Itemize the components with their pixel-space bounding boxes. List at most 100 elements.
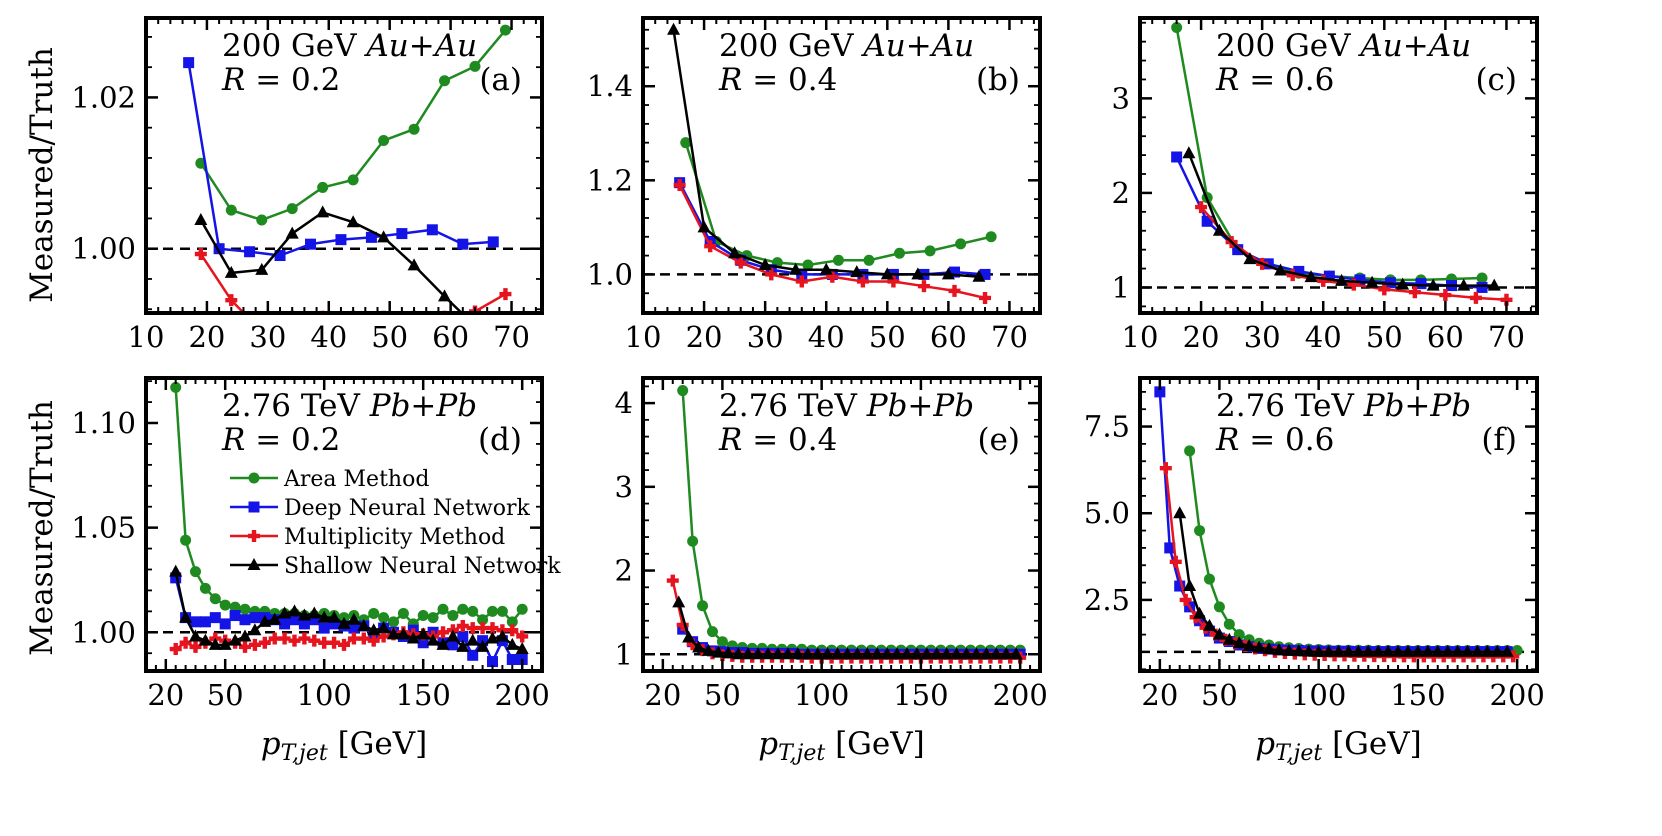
data-point (307, 606, 321, 619)
data-point (917, 280, 930, 293)
data-point (1262, 642, 1276, 655)
series-snn (194, 205, 481, 331)
panel-a: 10 20 30 40 50 60 70 1.00 1.02 200 GeV Au+AuR = 0… (71, 16, 544, 354)
data-point (396, 228, 408, 240)
data-point (1480, 644, 1494, 657)
series-area (1184, 445, 1523, 657)
y-tick-label: 2.5 (1084, 583, 1130, 617)
series-snn (667, 22, 986, 282)
y-tick-label: 1.05 (71, 511, 136, 545)
data-point (802, 259, 814, 271)
data-point (335, 234, 347, 246)
data-point (999, 647, 1013, 660)
x-tick-label: 150 (396, 678, 451, 712)
data-point (751, 647, 765, 660)
data-point (791, 647, 805, 660)
data-point (831, 647, 845, 660)
data-point (199, 616, 211, 628)
data-point (477, 614, 489, 626)
plot-area (1171, 21, 1513, 306)
data-point (789, 262, 803, 275)
data-point (298, 618, 310, 630)
data-point (1322, 644, 1336, 657)
x-tick-label: 50 (371, 320, 408, 354)
y-tick-label: 1.00 (71, 232, 136, 266)
data-point (388, 616, 399, 628)
data-point (1201, 215, 1213, 227)
data-point (229, 601, 241, 613)
data-point (506, 653, 518, 665)
data-point (476, 639, 490, 652)
data-point (179, 610, 193, 623)
data-point (960, 647, 974, 660)
data-point (1411, 644, 1425, 657)
data-point (1009, 647, 1023, 660)
data-point (1173, 506, 1187, 519)
data-point (969, 647, 983, 660)
data-point (880, 267, 894, 280)
data-point (487, 236, 499, 248)
data-point (468, 319, 481, 331)
data-point (239, 614, 251, 626)
x-tick-label: 40 (1305, 320, 1342, 354)
x-tick-label: 20 (147, 678, 184, 712)
data-point (367, 634, 380, 647)
data-point (256, 214, 268, 226)
panel-d: 20 50 100 150 200 1.00 1.05 1.10 2.76 TeV Pb+PbR… (71, 376, 550, 766)
data-point (687, 535, 699, 547)
panel-radius-label: R = 0.4 (718, 62, 837, 98)
data-point (476, 622, 489, 635)
data-point (1212, 223, 1226, 236)
x-tick-label: 200 (1489, 678, 1544, 712)
data-point (728, 246, 742, 259)
x-tick-label: 30 (249, 320, 286, 354)
data-point (228, 633, 242, 646)
y-tick-label: 1.10 (71, 406, 136, 440)
data-point (365, 231, 377, 243)
data-point (1232, 636, 1246, 649)
x-tick-label: 40 (310, 320, 347, 354)
data-point (1184, 445, 1196, 457)
data-point (327, 610, 341, 623)
data-point (1243, 252, 1257, 265)
series-snn (1173, 506, 1514, 657)
data-point (1183, 579, 1197, 592)
data-point (328, 636, 341, 649)
data-point (856, 275, 869, 288)
x-tick-label: 20 (644, 678, 681, 712)
x-axis-label: pT,jet [GeV] (261, 726, 428, 766)
x-tick-label: 10 (128, 320, 165, 354)
y-tick-label: 1.4 (587, 69, 633, 103)
data-point (1391, 644, 1405, 657)
x-tick-label: 100 (1291, 678, 1346, 712)
data-point (286, 203, 298, 215)
data-point (446, 629, 460, 642)
data-point (437, 626, 449, 639)
data-point (1229, 637, 1242, 650)
y-tick-label: 7.5 (1084, 410, 1130, 444)
data-point (338, 638, 350, 651)
data-point (426, 633, 440, 646)
data-point (1408, 286, 1421, 299)
data-point (1174, 580, 1186, 592)
data-point (948, 266, 960, 278)
data-point (1361, 644, 1375, 657)
data-point (1212, 627, 1226, 640)
data-point (208, 637, 222, 650)
data-point (170, 381, 182, 393)
data-point (467, 649, 479, 661)
data-point (1461, 644, 1475, 657)
data-point (219, 618, 231, 630)
data-point (1194, 525, 1206, 537)
data-point (467, 605, 479, 617)
data-point (317, 181, 329, 193)
data-point (377, 621, 391, 634)
data-point (1381, 644, 1395, 657)
data-point (706, 626, 718, 638)
data-point (731, 647, 745, 660)
data-point (1304, 270, 1318, 283)
x-tick-label: 70 (991, 320, 1028, 354)
legend-item-mult: Multiplicity Method (230, 525, 505, 550)
data-point (979, 268, 991, 280)
data-point (1193, 606, 1207, 619)
